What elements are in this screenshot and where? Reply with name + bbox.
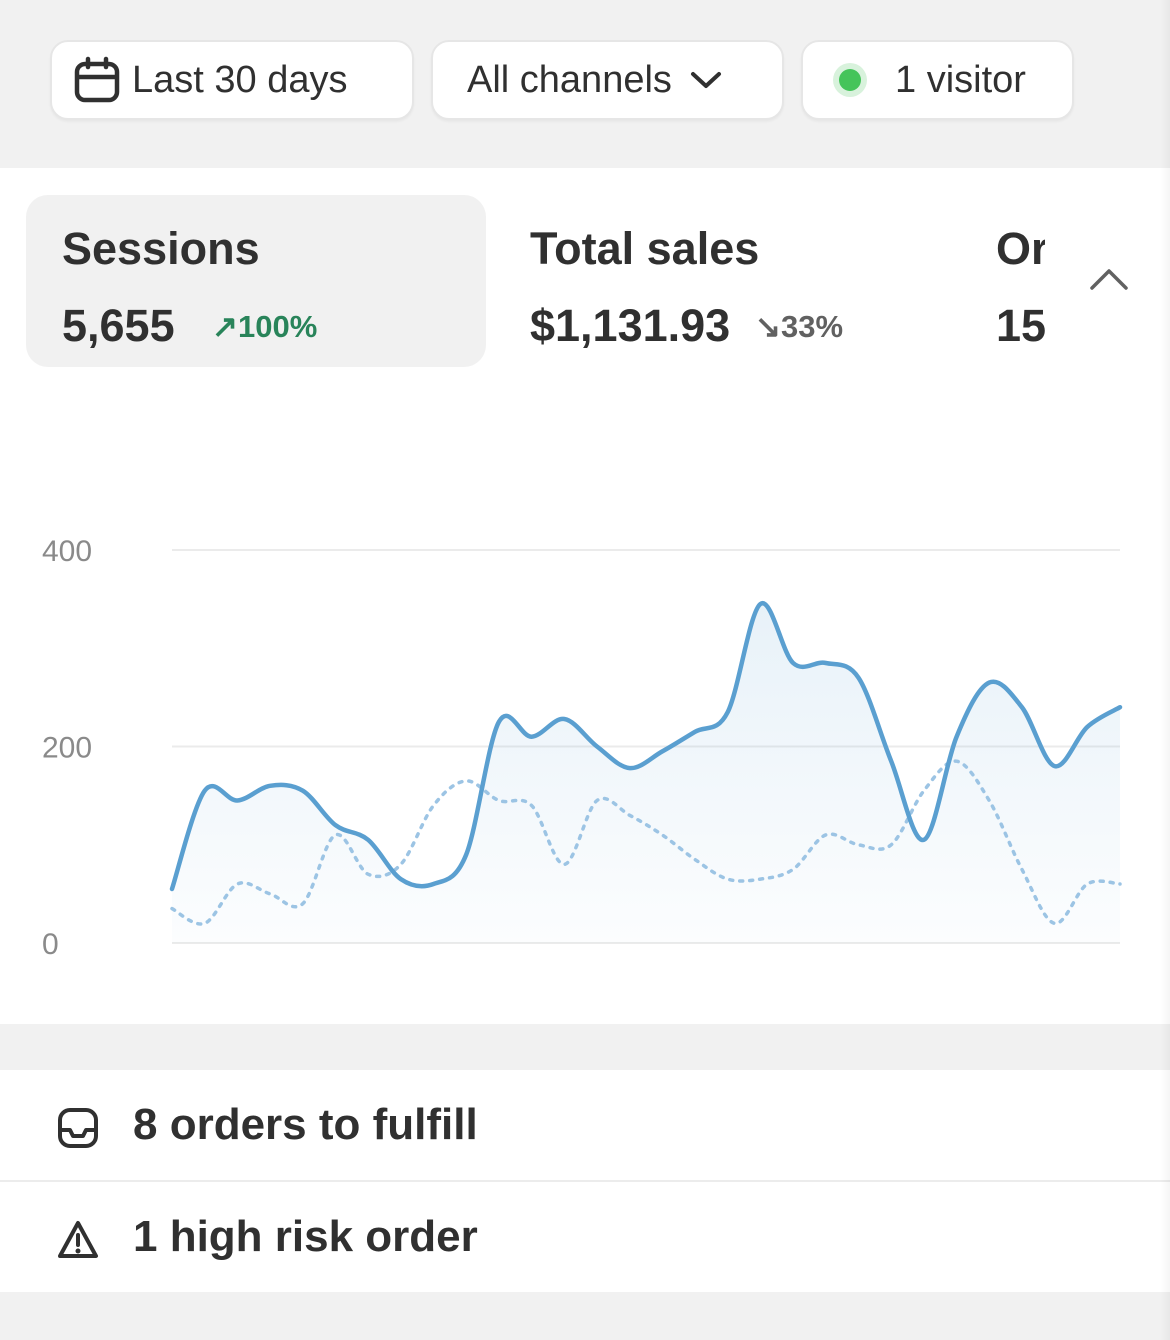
chevron-down-icon	[690, 70, 722, 90]
metric-title: Total sales	[530, 223, 760, 274]
channels-dropdown[interactable]: All channels	[431, 40, 784, 120]
live-visitors-button[interactable]: 1 visitor	[801, 40, 1074, 120]
y-tick-label: 400	[42, 535, 92, 568]
y-tick-label: 200	[42, 732, 92, 765]
metric-title: Sessions	[62, 223, 260, 274]
metric-title: Or	[996, 223, 1045, 274]
trend-down-icon: ↘	[755, 309, 781, 344]
warning-icon	[56, 1218, 100, 1267]
series-area-fill	[172, 603, 1120, 943]
page-bottom	[0, 1292, 1170, 1340]
filter-bar: Last 30 days All channels 1 visitor	[0, 0, 1170, 168]
task-label: 8 orders to fulfill	[133, 1100, 478, 1149]
divider	[0, 1180, 1170, 1182]
inbox-icon	[56, 1106, 100, 1155]
date-range-button[interactable]: Last 30 days	[50, 40, 414, 120]
task-label: 1 high risk order	[133, 1212, 478, 1261]
trend-up-icon: ↗	[212, 309, 238, 344]
calendar-icon	[72, 55, 122, 105]
date-range-label: Last 30 days	[132, 58, 348, 101]
scroll-edge	[1160, 0, 1170, 1340]
orders-to-fulfill-task[interactable]: 8 orders to fulfill	[0, 1070, 1170, 1180]
section-gap	[0, 1024, 1170, 1070]
metric-delta-down: ↘33%	[755, 309, 844, 344]
sessions-card: Sessions 5,655 ↗100% Total sales $1,131.…	[0, 168, 1170, 1024]
metric-delta-up: ↗100%	[212, 309, 318, 344]
live-visitors-label: 1 visitor	[895, 58, 1026, 101]
metric-tab-orders[interactable]: Or 15	[985, 195, 1045, 367]
live-dot-icon	[839, 69, 861, 91]
high-risk-order-task[interactable]: 1 high risk order	[0, 1182, 1170, 1292]
sessions-line-chart: 0200400Jul 22Jul 28Aug 3Aug 9Aug 15Jul 2…	[42, 535, 1123, 961]
channels-label: All channels	[467, 58, 672, 101]
metric-value: $1,131.93	[530, 300, 731, 351]
series-line-current-period	[169, 601, 1123, 892]
metric-tab-sessions[interactable]	[26, 195, 486, 367]
metric-value: 15	[996, 300, 1045, 351]
series-line-previous-period	[170, 759, 1122, 926]
y-tick-label: 0	[42, 928, 59, 961]
chevron-up-icon[interactable]	[1088, 266, 1130, 297]
metric-value: 5,655	[62, 300, 175, 351]
